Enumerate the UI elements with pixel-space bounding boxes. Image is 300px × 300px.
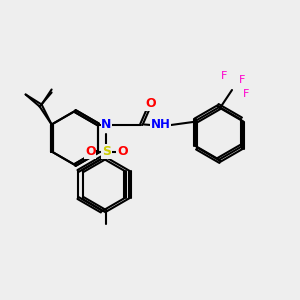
Text: S: S <box>102 145 111 158</box>
Text: N: N <box>101 118 112 131</box>
Text: NH: NH <box>150 118 170 131</box>
Text: F: F <box>239 75 245 85</box>
Text: F: F <box>221 71 227 81</box>
Text: O: O <box>117 145 128 158</box>
Text: F: F <box>243 89 249 99</box>
Text: O: O <box>85 145 96 158</box>
Text: O: O <box>145 97 156 110</box>
